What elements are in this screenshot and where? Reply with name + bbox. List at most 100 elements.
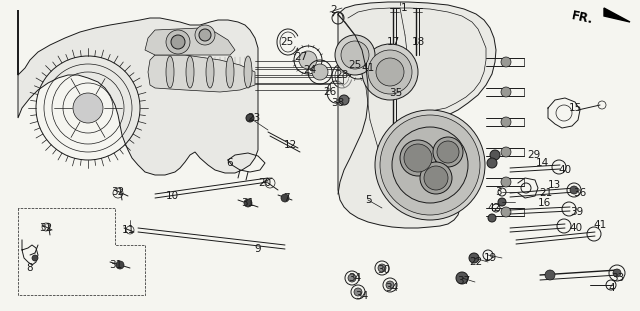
Text: 31: 31 bbox=[109, 260, 123, 270]
Circle shape bbox=[362, 44, 418, 100]
Text: 34: 34 bbox=[348, 273, 362, 283]
Text: 42: 42 bbox=[488, 203, 500, 213]
Text: 35: 35 bbox=[389, 88, 403, 98]
Circle shape bbox=[339, 95, 349, 105]
Text: 24: 24 bbox=[303, 65, 317, 75]
Circle shape bbox=[386, 281, 394, 289]
Text: 5: 5 bbox=[365, 195, 371, 205]
Text: 22: 22 bbox=[469, 257, 483, 267]
Text: 26: 26 bbox=[323, 87, 337, 97]
Circle shape bbox=[116, 261, 124, 269]
Circle shape bbox=[246, 114, 254, 122]
Text: 3: 3 bbox=[495, 187, 501, 197]
Circle shape bbox=[501, 117, 511, 127]
Circle shape bbox=[490, 150, 500, 160]
Text: 11: 11 bbox=[122, 225, 134, 235]
Circle shape bbox=[404, 144, 432, 172]
Text: 8: 8 bbox=[27, 263, 33, 273]
Text: 25: 25 bbox=[280, 37, 294, 47]
Circle shape bbox=[570, 186, 578, 194]
Text: 18: 18 bbox=[412, 37, 424, 47]
Text: FR.: FR. bbox=[570, 9, 594, 27]
Text: 30: 30 bbox=[378, 265, 390, 275]
Text: 25: 25 bbox=[348, 60, 362, 70]
Circle shape bbox=[501, 87, 511, 97]
Circle shape bbox=[32, 255, 38, 261]
Circle shape bbox=[420, 162, 452, 194]
Circle shape bbox=[545, 270, 555, 280]
Text: 31: 31 bbox=[241, 198, 255, 208]
Circle shape bbox=[380, 115, 480, 215]
Text: 40: 40 bbox=[570, 223, 582, 233]
Circle shape bbox=[400, 140, 436, 176]
Text: 4: 4 bbox=[609, 283, 615, 293]
Circle shape bbox=[501, 177, 511, 187]
Text: 27: 27 bbox=[294, 52, 308, 62]
Text: 13: 13 bbox=[547, 180, 561, 190]
Polygon shape bbox=[338, 2, 496, 228]
Text: 37: 37 bbox=[458, 276, 470, 286]
Text: 19: 19 bbox=[483, 253, 497, 263]
Circle shape bbox=[392, 127, 468, 203]
Ellipse shape bbox=[166, 56, 174, 88]
Text: 10: 10 bbox=[165, 191, 179, 201]
Polygon shape bbox=[604, 8, 630, 22]
Text: 39: 39 bbox=[570, 207, 584, 217]
Circle shape bbox=[166, 30, 190, 54]
Text: 23: 23 bbox=[248, 113, 260, 123]
Circle shape bbox=[341, 41, 369, 69]
Text: 21: 21 bbox=[540, 188, 552, 198]
Text: 2: 2 bbox=[331, 5, 337, 15]
Circle shape bbox=[312, 64, 328, 80]
Circle shape bbox=[376, 58, 404, 86]
Text: 34: 34 bbox=[355, 291, 369, 301]
Text: 32: 32 bbox=[40, 223, 52, 233]
Ellipse shape bbox=[226, 56, 234, 88]
Circle shape bbox=[501, 57, 511, 67]
Circle shape bbox=[281, 194, 289, 202]
Circle shape bbox=[350, 58, 366, 74]
Circle shape bbox=[498, 198, 506, 206]
Text: 20: 20 bbox=[259, 178, 271, 188]
Text: 40: 40 bbox=[559, 165, 572, 175]
Circle shape bbox=[195, 25, 215, 45]
Text: 7: 7 bbox=[283, 193, 289, 203]
Text: 12: 12 bbox=[284, 140, 296, 150]
Circle shape bbox=[199, 29, 211, 41]
Ellipse shape bbox=[186, 56, 194, 88]
Text: 16: 16 bbox=[538, 198, 550, 208]
Circle shape bbox=[488, 214, 496, 222]
Text: 6: 6 bbox=[227, 158, 234, 168]
Circle shape bbox=[244, 199, 252, 207]
Ellipse shape bbox=[244, 56, 252, 88]
Circle shape bbox=[501, 207, 511, 217]
Polygon shape bbox=[18, 10, 258, 175]
Circle shape bbox=[456, 272, 468, 284]
Circle shape bbox=[487, 158, 497, 168]
Text: 33: 33 bbox=[611, 273, 625, 283]
Text: 15: 15 bbox=[568, 103, 582, 113]
Text: 34: 34 bbox=[385, 283, 399, 293]
Text: 38: 38 bbox=[332, 98, 344, 108]
Text: 36: 36 bbox=[573, 188, 587, 198]
Text: 28: 28 bbox=[335, 70, 349, 80]
Circle shape bbox=[368, 50, 412, 94]
Ellipse shape bbox=[206, 56, 214, 88]
Text: 1: 1 bbox=[401, 3, 407, 13]
Circle shape bbox=[299, 51, 317, 69]
Circle shape bbox=[348, 274, 356, 282]
Circle shape bbox=[424, 166, 448, 190]
Text: 17: 17 bbox=[387, 37, 399, 47]
Circle shape bbox=[613, 269, 621, 277]
Circle shape bbox=[335, 35, 375, 75]
Circle shape bbox=[354, 288, 362, 296]
Circle shape bbox=[501, 147, 511, 157]
Circle shape bbox=[356, 66, 364, 74]
Text: 14: 14 bbox=[536, 158, 548, 168]
Polygon shape bbox=[145, 28, 235, 55]
Text: 9: 9 bbox=[255, 244, 261, 254]
Polygon shape bbox=[148, 55, 255, 92]
Circle shape bbox=[378, 264, 386, 272]
Text: 41: 41 bbox=[362, 63, 374, 73]
Circle shape bbox=[469, 253, 479, 263]
